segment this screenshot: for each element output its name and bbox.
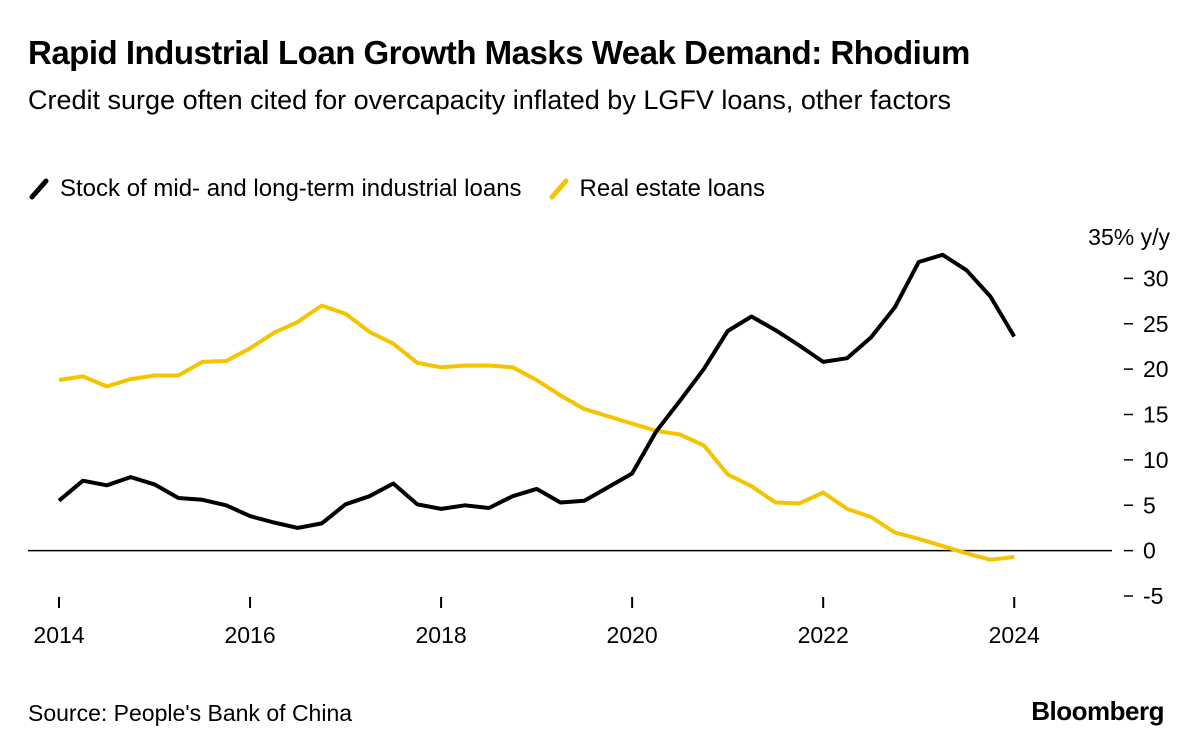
y-tick-label: -5 [1143, 583, 1163, 609]
x-tick-label: 2014 [33, 622, 84, 648]
series-line-industrial-loans [57, 252, 1016, 530]
legend-swatch-industrial-icon [29, 178, 49, 200]
x-tick-label: 2022 [798, 622, 849, 648]
legend-item-industrial: Stock of mid- and long-term industrial l… [28, 175, 522, 203]
y-tick-label: 10 [1143, 447, 1169, 473]
y-tick-label: 0 [1143, 538, 1156, 564]
x-tick-label: 2020 [607, 622, 658, 648]
chart-title: Rapid Industrial Loan Growth Masks Weak … [28, 34, 970, 71]
y-tick-label: 15 [1143, 402, 1169, 428]
legend-label-industrial: Stock of mid- and long-term industrial l… [60, 175, 522, 202]
legend-item-real-estate: Real estate loans [548, 175, 765, 203]
series-line-real-estate-loans [58, 303, 1015, 562]
legend-swatch-real-estate-icon [549, 178, 569, 200]
legend: Stock of mid- and long-term industrial l… [28, 175, 791, 203]
y-tick-label: 25 [1143, 311, 1169, 337]
source-note: Source: People's Bank of China [28, 700, 353, 726]
chart-subtitle: Credit surge often cited for overcapacit… [28, 85, 951, 115]
y-tick-label: 20 [1143, 356, 1169, 382]
y-tick-label: 5 [1143, 492, 1156, 518]
legend-label-real-estate: Real estate loans [579, 175, 765, 202]
x-tick-label: 2016 [224, 622, 275, 648]
y-tick-label: 30 [1143, 265, 1169, 291]
x-tick-label: 2024 [989, 622, 1040, 648]
bloomberg-logo: Bloomberg [1031, 696, 1164, 726]
x-tick-label: 2018 [416, 622, 467, 648]
y-axis-unit-label: 35% y/y [1088, 224, 1170, 250]
